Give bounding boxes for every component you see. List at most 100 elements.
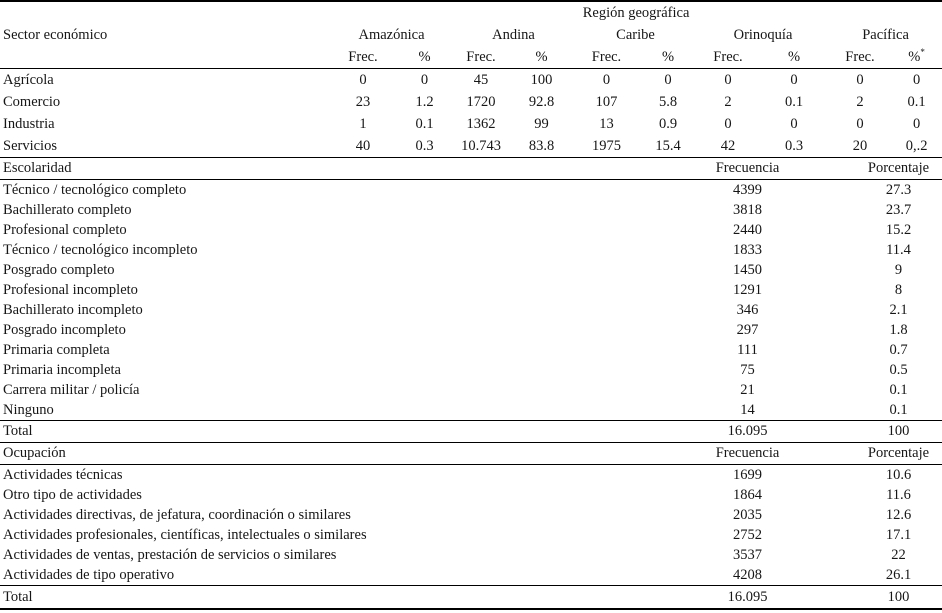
cell: 22 xyxy=(891,547,906,563)
cell: 2 xyxy=(856,94,864,110)
cell: 75 xyxy=(740,362,755,378)
sector-label: Comercio xyxy=(3,94,61,110)
cell: 1.8 xyxy=(889,322,908,338)
cell: 0 xyxy=(856,116,864,132)
cell: 92.8 xyxy=(528,94,555,110)
cell: 17.1 xyxy=(885,527,912,543)
escolaridad-label: Bachillerato completo xyxy=(3,202,132,218)
cell: 2440 xyxy=(733,222,762,238)
total-pct: 100 xyxy=(855,585,942,610)
cell: 0 xyxy=(602,72,611,88)
cell: 100 xyxy=(530,72,553,88)
ocupacion-label: Actividades profesionales, científicas, … xyxy=(3,527,367,543)
total-pct: 100 xyxy=(855,420,942,443)
cell: 21 xyxy=(740,382,755,398)
escolaridad-label: Técnico / tecnológico incompleto xyxy=(3,242,198,258)
col-header-pct: % xyxy=(759,46,829,69)
sector-label: Servicios xyxy=(0,135,330,158)
cell: 13 xyxy=(599,116,614,132)
table-row: Región geográfica xyxy=(0,1,942,24)
cell: 0.1 xyxy=(889,402,908,418)
table-row: Agrícola 0 0 45 100 0 0 0 0 0 0 xyxy=(0,69,942,92)
cell: 0 xyxy=(856,72,864,88)
cell: 45 xyxy=(473,72,489,88)
cell: 0.7 xyxy=(889,342,908,358)
table-row: Sector económico Amazónica Andina Caribe… xyxy=(0,24,942,46)
row-header-sector-economico: Sector económico xyxy=(3,27,108,43)
cell: 1699 xyxy=(733,467,762,483)
group-header: Región geográfica xyxy=(582,5,690,21)
cell: 1.2 xyxy=(415,94,434,110)
region-header-pacifica: Pacífica xyxy=(862,27,909,43)
escolaridad-label: Bachillerato incompleto xyxy=(3,302,143,318)
table-row: Frec. % Frec. % Frec. % Frec. % Frec. %* xyxy=(0,46,942,69)
col-header-frec: Frec. xyxy=(697,46,759,69)
col-header-frec: Frec. xyxy=(829,46,891,69)
cell: 0 xyxy=(420,72,429,88)
cell: 0 xyxy=(724,72,732,88)
cell: 0.9 xyxy=(658,116,678,132)
section-title-escolaridad: Escolaridad xyxy=(0,158,640,180)
escolaridad-label: Primaria completa xyxy=(3,342,110,358)
total-freq: 16.095 xyxy=(640,420,855,443)
cell: 0 xyxy=(790,72,798,88)
cell: 1720 xyxy=(466,94,496,110)
escolaridad-label: Carrera militar / policía xyxy=(3,382,140,398)
cell: 1864 xyxy=(733,487,762,503)
total-row: Total 16.095 100 xyxy=(0,420,942,443)
cell: 11.4 xyxy=(886,242,911,258)
cell: 99 xyxy=(534,116,549,132)
cell: 0 xyxy=(790,116,798,132)
ocupacion-label: Actividades técnicas xyxy=(3,467,123,483)
table-row: Bachillerato completo 3818 23.7 xyxy=(0,200,942,220)
table-row: Bachillerato incompleto 346 2.1 xyxy=(0,300,942,320)
cell: 1362 xyxy=(466,116,496,132)
cell: 0 xyxy=(664,72,672,88)
col-header-pct: % xyxy=(639,46,697,69)
cell: 26.1 xyxy=(885,567,912,583)
cell: 0 xyxy=(359,72,367,88)
escolaridad-label: Profesional incompleto xyxy=(3,282,138,298)
cell: 2752 xyxy=(733,527,762,543)
escolaridad-label: Posgrado incompleto xyxy=(3,322,126,338)
region-header-amazonica: Amazónica xyxy=(358,27,425,43)
cell: 1975 xyxy=(574,135,639,158)
total-label: Total xyxy=(0,420,640,443)
cell: 297 xyxy=(736,322,759,338)
cell: 14 xyxy=(740,402,755,418)
cell: 0.1 xyxy=(889,382,908,398)
cell: 10.743 xyxy=(453,135,509,158)
cell: 1 xyxy=(359,116,367,132)
col-header-frec: Frec. xyxy=(453,46,509,69)
cell: 10.6 xyxy=(885,467,912,483)
cell: 8 xyxy=(894,282,903,298)
region-header-orinoquia: Orinoquía xyxy=(733,27,793,43)
table-row: Actividades de tipo operativo 4208 26.1 xyxy=(0,565,942,586)
table-row: Actividades de ventas, prestación de ser… xyxy=(0,545,942,565)
table-row: Profesional incompleto 1291 8 xyxy=(0,280,942,300)
empty-cell xyxy=(0,46,330,69)
escolaridad-label: Profesional completo xyxy=(3,222,127,238)
escolaridad-table: Escolaridad Frecuencia Porcentaje Técnic… xyxy=(0,158,942,443)
ocupacion-label: Otro tipo de actividades xyxy=(3,487,142,503)
table-row: Profesional completo 2440 15.2 xyxy=(0,220,942,240)
table-row: Carrera militar / policía 21 0.1 xyxy=(0,380,942,400)
table-row: Ocupación Frecuencia Porcentaje xyxy=(0,443,942,465)
cell: 0.1 xyxy=(415,116,434,132)
cell: 1291 xyxy=(733,282,762,298)
escolaridad-label: Primaria incompleta xyxy=(3,362,121,378)
cell: 2035 xyxy=(733,507,762,523)
col-header-frecuencia: Frecuencia xyxy=(640,443,855,465)
cell: 2.1 xyxy=(889,302,908,318)
table-row: Comercio 23 1.2 1720 92.8 107 5.8 2 0.1 … xyxy=(0,91,942,113)
table-row: Servicios 40 0.3 10.743 83.8 1975 15.4 4… xyxy=(0,135,942,158)
table-row: Actividades técnicas 1699 10.6 xyxy=(0,465,942,486)
cell: 2 xyxy=(724,94,732,110)
cell: 23.7 xyxy=(885,202,912,218)
escolaridad-label: Posgrado completo xyxy=(3,262,115,278)
cell: 0.3 xyxy=(759,135,829,158)
cell: 42 xyxy=(697,135,759,158)
table-row: Ninguno 14 0.1 xyxy=(0,400,942,421)
total-row: Total 16.095 100 xyxy=(0,585,942,610)
cell: 5.8 xyxy=(658,94,678,110)
